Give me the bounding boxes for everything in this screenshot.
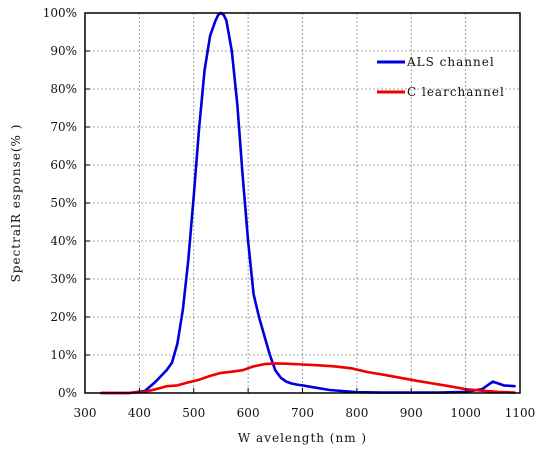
x-axis-title: W avelength (nm ) [238, 431, 367, 445]
tick-layer: 300 400 500 600 700 800 900 1000 1100 0% 10% 20% 30%… [43, 6, 536, 420]
legend-label-clear-channel: C learchannel [407, 85, 505, 99]
y-tick-label: 70% [50, 120, 77, 134]
y-tick-label: 50% [50, 196, 77, 210]
series-line-als-channel [100, 11, 516, 395]
x-tick-label: 300 [74, 406, 97, 420]
y-tick-label: 0% [58, 386, 77, 400]
y-tick-label: 100% [43, 6, 77, 20]
grid-layer [85, 13, 520, 393]
x-tick-label: 1100 [505, 406, 536, 420]
x-tick-label: 400 [128, 406, 151, 420]
x-tick-label: 1000 [450, 406, 481, 420]
legend: ALS channel C learchannel [377, 55, 505, 99]
legend-label-als-channel: ALS channel [406, 55, 495, 69]
x-tick-label: 900 [400, 406, 423, 420]
y-tick-label: 30% [50, 272, 77, 286]
y-tick-label: 40% [50, 234, 77, 248]
y-tick-label: 90% [50, 44, 77, 58]
series-line-clear-channel [100, 362, 516, 395]
x-tick-label: 700 [291, 406, 314, 420]
y-tick-label: 80% [50, 82, 77, 96]
y-tick-label: 60% [50, 158, 77, 172]
x-tick-label: 500 [182, 406, 205, 420]
x-tick-label: 600 [237, 406, 260, 420]
y-tick-label: 20% [50, 310, 77, 324]
y-axis-title: SpectralR esponse(% ) [9, 124, 23, 283]
series-layer [100, 11, 516, 395]
y-tick-label: 10% [50, 348, 77, 362]
x-tick-label: 800 [345, 406, 368, 420]
